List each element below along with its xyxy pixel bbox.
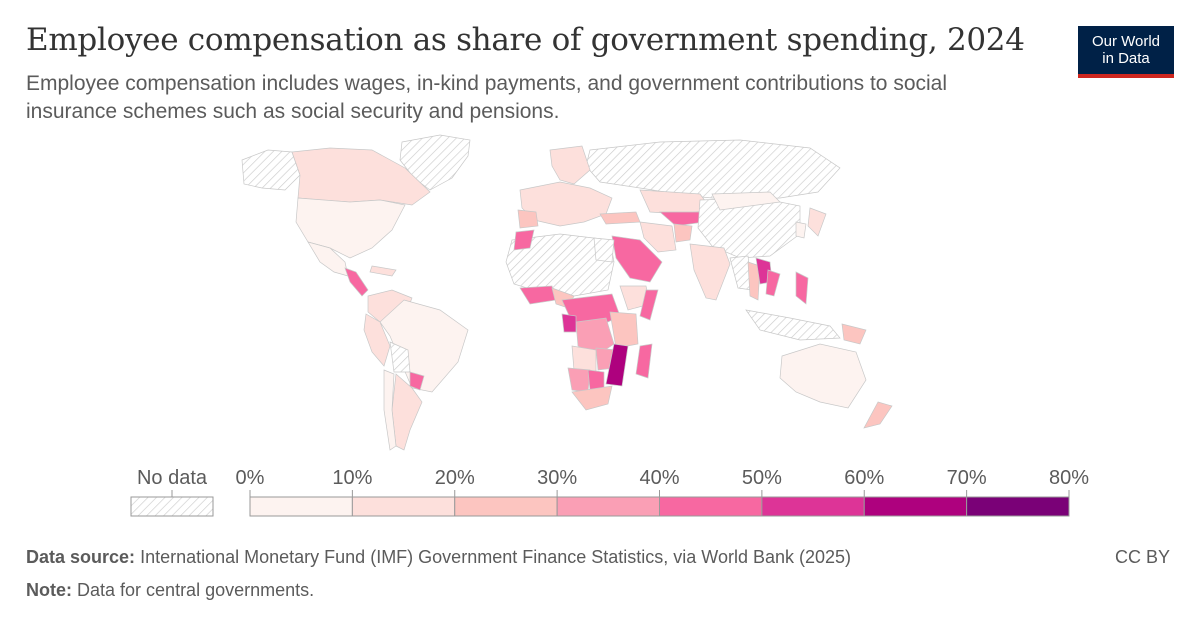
legend-no-data-label: No data bbox=[137, 467, 208, 489]
legend-no-data-swatch bbox=[130, 496, 214, 517]
legend-tick-label-3: 30% bbox=[537, 467, 577, 489]
region-madagascar[interactable] bbox=[635, 343, 653, 379]
region-afghanistan[interactable] bbox=[673, 223, 693, 243]
region-west-africa[interactable] bbox=[519, 285, 557, 305]
legend-bin-0[interactable] bbox=[249, 496, 353, 517]
region-thailand[interactable] bbox=[747, 261, 761, 301]
region-gabon[interactable] bbox=[561, 313, 577, 333]
legend-tick-label-5: 50% bbox=[742, 467, 782, 489]
region-indonesia[interactable] bbox=[745, 309, 841, 341]
region-central-america[interactable] bbox=[344, 267, 369, 297]
owid-logo[interactable]: Our World in Data bbox=[1078, 26, 1174, 78]
legend: No data 0% 10% 20% 30% 40% 50% 60% 70% 80% bbox=[130, 467, 1089, 517]
license-badge[interactable]: CC BY bbox=[1114, 547, 1170, 567]
region-namibia[interactable] bbox=[567, 367, 591, 393]
legend-ticks: 0% 10% 20% 30% 40% 50% 60% 70% 80% bbox=[236, 467, 1089, 497]
region-korea[interactable] bbox=[795, 221, 807, 239]
region-iran[interactable] bbox=[639, 221, 677, 253]
legend-tick-label-7: 70% bbox=[947, 467, 987, 489]
region-angola[interactable] bbox=[571, 345, 597, 373]
legend-tick-label-6: 60% bbox=[844, 467, 884, 489]
region-iberia[interactable] bbox=[517, 209, 539, 229]
logo-line-1: Our World bbox=[1091, 33, 1161, 50]
region-somalia[interactable] bbox=[639, 289, 659, 321]
region-saudi-arabia[interactable] bbox=[611, 235, 663, 283]
legend-bin-6[interactable] bbox=[863, 496, 968, 517]
region-brazil[interactable] bbox=[379, 299, 469, 393]
region-new-zealand[interactable] bbox=[863, 401, 893, 429]
note-label: Note: bbox=[26, 580, 72, 600]
region-egypt[interactable] bbox=[593, 237, 615, 263]
legend-tick-label-4: 40% bbox=[639, 467, 679, 489]
chart-subtitle: Employee compensation includes wages, in… bbox=[26, 72, 948, 123]
legend-bin-4[interactable] bbox=[659, 496, 763, 517]
region-mongolia[interactable] bbox=[711, 191, 781, 211]
legend-tick-label-2: 20% bbox=[435, 467, 475, 489]
region-alaska[interactable] bbox=[241, 149, 301, 191]
region-peru[interactable] bbox=[363, 313, 391, 367]
region-usa[interactable] bbox=[295, 197, 406, 259]
region-japan[interactable] bbox=[807, 207, 827, 237]
data-source: Data source: International Monetary Fund… bbox=[26, 547, 851, 568]
region-russia[interactable] bbox=[585, 139, 841, 201]
legend-bin-3[interactable] bbox=[556, 496, 660, 517]
region-south-africa[interactable] bbox=[571, 385, 613, 411]
region-mozambique[interactable] bbox=[605, 343, 629, 387]
region-india[interactable] bbox=[689, 243, 731, 301]
region-caribbean[interactable] bbox=[369, 265, 397, 277]
region-scandinavia[interactable] bbox=[549, 145, 591, 185]
region-greenland[interactable] bbox=[399, 134, 471, 191]
legend-bin-7[interactable] bbox=[966, 496, 1070, 517]
region-philippines[interactable] bbox=[795, 271, 809, 305]
legend-tick-label-0: 0% bbox=[236, 467, 265, 489]
source-text[interactable]: International Monetary Fund (IMF) Govern… bbox=[140, 547, 852, 567]
chart-title: Employee compensation as share of govern… bbox=[26, 22, 1025, 58]
legend-tick-label-1: 10% bbox=[332, 467, 372, 489]
legend-bins bbox=[249, 496, 1070, 517]
source-label: Data source: bbox=[26, 547, 136, 567]
region-morocco[interactable] bbox=[513, 229, 535, 251]
region-kenya-tanzania[interactable] bbox=[609, 311, 639, 349]
region-vietnam[interactable] bbox=[765, 269, 781, 297]
region-turkey[interactable] bbox=[599, 211, 641, 225]
region-north-africa[interactable] bbox=[505, 233, 615, 297]
note: Note: Data for central governments. bbox=[26, 580, 314, 601]
region-central-asia[interactable] bbox=[659, 211, 705, 227]
region-chile[interactable] bbox=[383, 369, 397, 451]
region-papua[interactable] bbox=[841, 323, 867, 345]
legend-bin-5[interactable] bbox=[761, 496, 865, 517]
legend-bin-1[interactable] bbox=[351, 496, 456, 517]
legend-bin-2[interactable] bbox=[454, 496, 558, 517]
region-botswana[interactable] bbox=[587, 369, 605, 391]
note-text: Data for central governments. bbox=[77, 580, 315, 600]
region-australia[interactable] bbox=[779, 343, 867, 409]
map-regions bbox=[241, 134, 893, 451]
logo-line-2: in Data bbox=[1102, 50, 1150, 67]
legend-tick-label-8: 80% bbox=[1049, 467, 1089, 489]
region-paraguay[interactable] bbox=[409, 371, 425, 391]
region-canada[interactable] bbox=[291, 147, 431, 206]
